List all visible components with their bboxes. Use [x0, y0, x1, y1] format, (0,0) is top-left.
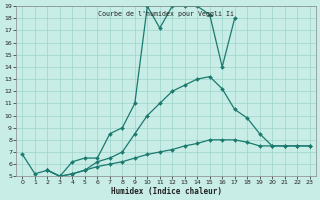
- Text: Courbe de l'humidex pour Veggli Ii: Courbe de l'humidex pour Veggli Ii: [98, 11, 234, 17]
- X-axis label: Humidex (Indice chaleur): Humidex (Indice chaleur): [110, 187, 221, 196]
